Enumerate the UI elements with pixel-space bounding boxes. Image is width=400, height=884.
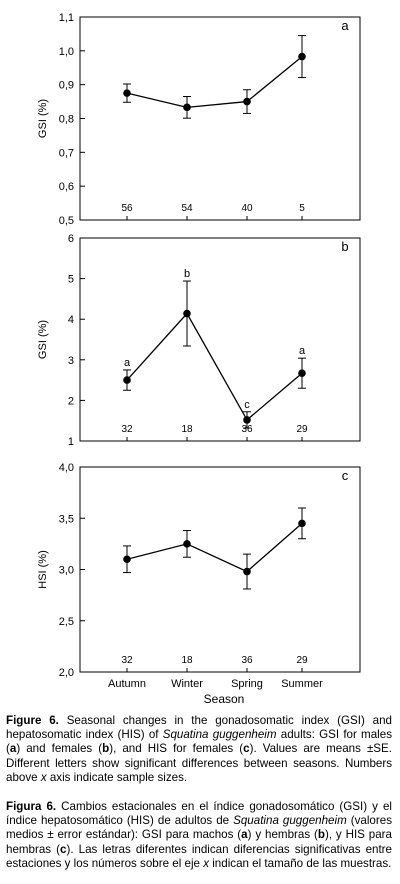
caption-english: Figure 6. Seasonal changes in the gonado… bbox=[6, 714, 392, 785]
caption-es-text: indican el tamaño de las muestras. bbox=[209, 856, 392, 870]
y-tick-label: 5 bbox=[68, 274, 74, 286]
data-point bbox=[298, 519, 306, 528]
sample-size-label: 18 bbox=[181, 655, 193, 666]
caption-es-text: ), y HIS para hembras ( bbox=[6, 828, 392, 856]
caption-en-text: ) and females ( bbox=[16, 742, 103, 756]
y-tick-label: 1,0 bbox=[59, 46, 74, 58]
y-tick-label: 2,0 bbox=[59, 667, 74, 679]
caption-en-letter: a bbox=[9, 742, 17, 756]
series-line bbox=[126, 522, 303, 573]
data-point bbox=[183, 103, 191, 112]
caption-es-text: ). Las letras diferentes indican diferen… bbox=[6, 842, 392, 870]
caption-en-letter: b bbox=[102, 742, 110, 756]
data-point bbox=[298, 52, 306, 61]
sample-size-label: 36 bbox=[241, 655, 253, 666]
sample-size-label: 18 bbox=[181, 424, 193, 435]
caption-en-text: adults: GSI for males ( bbox=[6, 728, 392, 756]
caption-spanish: Figura 6. Cambios estacionales en el índ… bbox=[6, 800, 392, 871]
y-tick-label: 0,7 bbox=[59, 147, 74, 159]
chart-panel-a: 0,5 0,6 0,7 0,8 0,9 1,0 1,1 GSI (%) a 56 54 40 5 bbox=[37, 12, 361, 227]
y-tick-label: 0,5 bbox=[59, 215, 74, 227]
data-point bbox=[123, 376, 131, 384]
caption-en-species: Squatina guggenheim bbox=[162, 728, 277, 742]
significance-letter: a bbox=[299, 345, 306, 357]
y-tick-label: 0,6 bbox=[59, 181, 74, 193]
x-tick-label: Spring bbox=[231, 678, 263, 690]
data-point bbox=[183, 309, 191, 318]
y-tick-label: 2,5 bbox=[59, 616, 74, 628]
sample-size-label: 32 bbox=[121, 424, 133, 435]
caption-en-text: Seasonal changes in the gonadosomatic in… bbox=[6, 714, 392, 742]
y-tick-label: 3,5 bbox=[59, 513, 74, 525]
sample-size-label: 5 bbox=[299, 203, 305, 214]
data-point bbox=[243, 567, 251, 576]
sample-size-label: 29 bbox=[296, 655, 308, 666]
sample-size-label: 32 bbox=[121, 655, 133, 666]
y-tick-label: 4,0 bbox=[59, 462, 74, 474]
panel-letter: b bbox=[341, 239, 348, 254]
data-point bbox=[243, 416, 251, 424]
caption-es-species: Squatina guggenheim bbox=[233, 814, 347, 828]
y-axis-label: GSI (%) bbox=[37, 320, 49, 359]
caption-es-axis: x bbox=[203, 856, 209, 870]
data-point bbox=[123, 89, 131, 97]
plot-frame bbox=[79, 16, 361, 221]
y-axis-label: GSI (%) bbox=[37, 99, 49, 138]
plot-frame bbox=[79, 237, 361, 442]
panel-letter: c bbox=[342, 468, 349, 483]
data-point bbox=[183, 540, 191, 548]
chart-panel-b: 1 2 3 4 5 6 GSI (%) b a 32 b 18 c 36 a 29 bbox=[37, 233, 361, 448]
significance-letter: a bbox=[124, 357, 131, 369]
series-line bbox=[126, 312, 303, 421]
x-tick-label: Summer bbox=[281, 678, 323, 690]
y-axis-label: HSI (%) bbox=[37, 550, 49, 589]
caption-en-label: Figure 6. bbox=[6, 714, 59, 727]
sample-size-label: 29 bbox=[296, 424, 308, 435]
caption-es-letter: b bbox=[317, 828, 325, 842]
significance-letter: b bbox=[184, 268, 190, 280]
y-tick-label: 1,1 bbox=[59, 12, 74, 24]
sample-size-label: 36 bbox=[241, 424, 253, 435]
sample-size-label: 54 bbox=[181, 203, 193, 214]
y-tick-label: 4 bbox=[68, 314, 74, 326]
panel-letter: a bbox=[341, 18, 349, 33]
x-tick-label: Autumn bbox=[108, 678, 146, 690]
y-tick-label: 0,9 bbox=[59, 80, 74, 92]
caption-es-text: (valores medios ± error estándar): GSI p… bbox=[6, 814, 392, 842]
sample-size-label: 40 bbox=[241, 203, 253, 214]
chart-panel-c: 2,0 2,5 3,0 3,5 4,0 HSI (%) c 32 18 36 29 Autumn Win… bbox=[37, 462, 361, 706]
caption-es-letter: a bbox=[241, 828, 248, 842]
data-point bbox=[298, 369, 306, 377]
plot-frame bbox=[79, 466, 361, 673]
y-tick-label: 6 bbox=[68, 233, 74, 245]
caption-en-text: axis indicate sample sizes. bbox=[46, 770, 188, 784]
sample-size-label: 56 bbox=[121, 203, 133, 214]
significance-letter: c bbox=[244, 399, 250, 411]
y-tick-label: 3 bbox=[68, 355, 74, 367]
caption-es-text: ) y hembras ( bbox=[247, 828, 318, 842]
y-tick-label: 1 bbox=[68, 436, 74, 448]
series-line bbox=[126, 56, 303, 108]
caption-es-letter: c bbox=[60, 842, 67, 856]
data-point bbox=[123, 555, 131, 564]
caption-en-letter: c bbox=[243, 742, 250, 756]
y-tick-label: 0,8 bbox=[59, 114, 74, 126]
caption-en-text: ), and HIS for females ( bbox=[109, 742, 244, 756]
caption-en-text: ). Values are means ±SE. Different lette… bbox=[6, 742, 392, 784]
x-axis-label: Season bbox=[204, 692, 245, 706]
x-tick-label: Winter bbox=[171, 678, 203, 690]
caption-es-text: Cambios estacionales en el índice gonado… bbox=[6, 800, 392, 828]
y-tick-label: 2 bbox=[68, 395, 74, 407]
caption-es-label: Figura 6. bbox=[6, 800, 57, 813]
caption-en-axis: x bbox=[40, 770, 47, 784]
data-point bbox=[243, 97, 251, 106]
y-tick-label: 3,0 bbox=[59, 565, 74, 577]
